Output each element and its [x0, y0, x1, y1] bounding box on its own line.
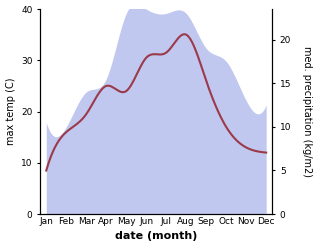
Y-axis label: med. precipitation (kg/m2): med. precipitation (kg/m2) — [302, 46, 313, 177]
Y-axis label: max temp (C): max temp (C) — [5, 78, 16, 145]
X-axis label: date (month): date (month) — [115, 231, 197, 242]
